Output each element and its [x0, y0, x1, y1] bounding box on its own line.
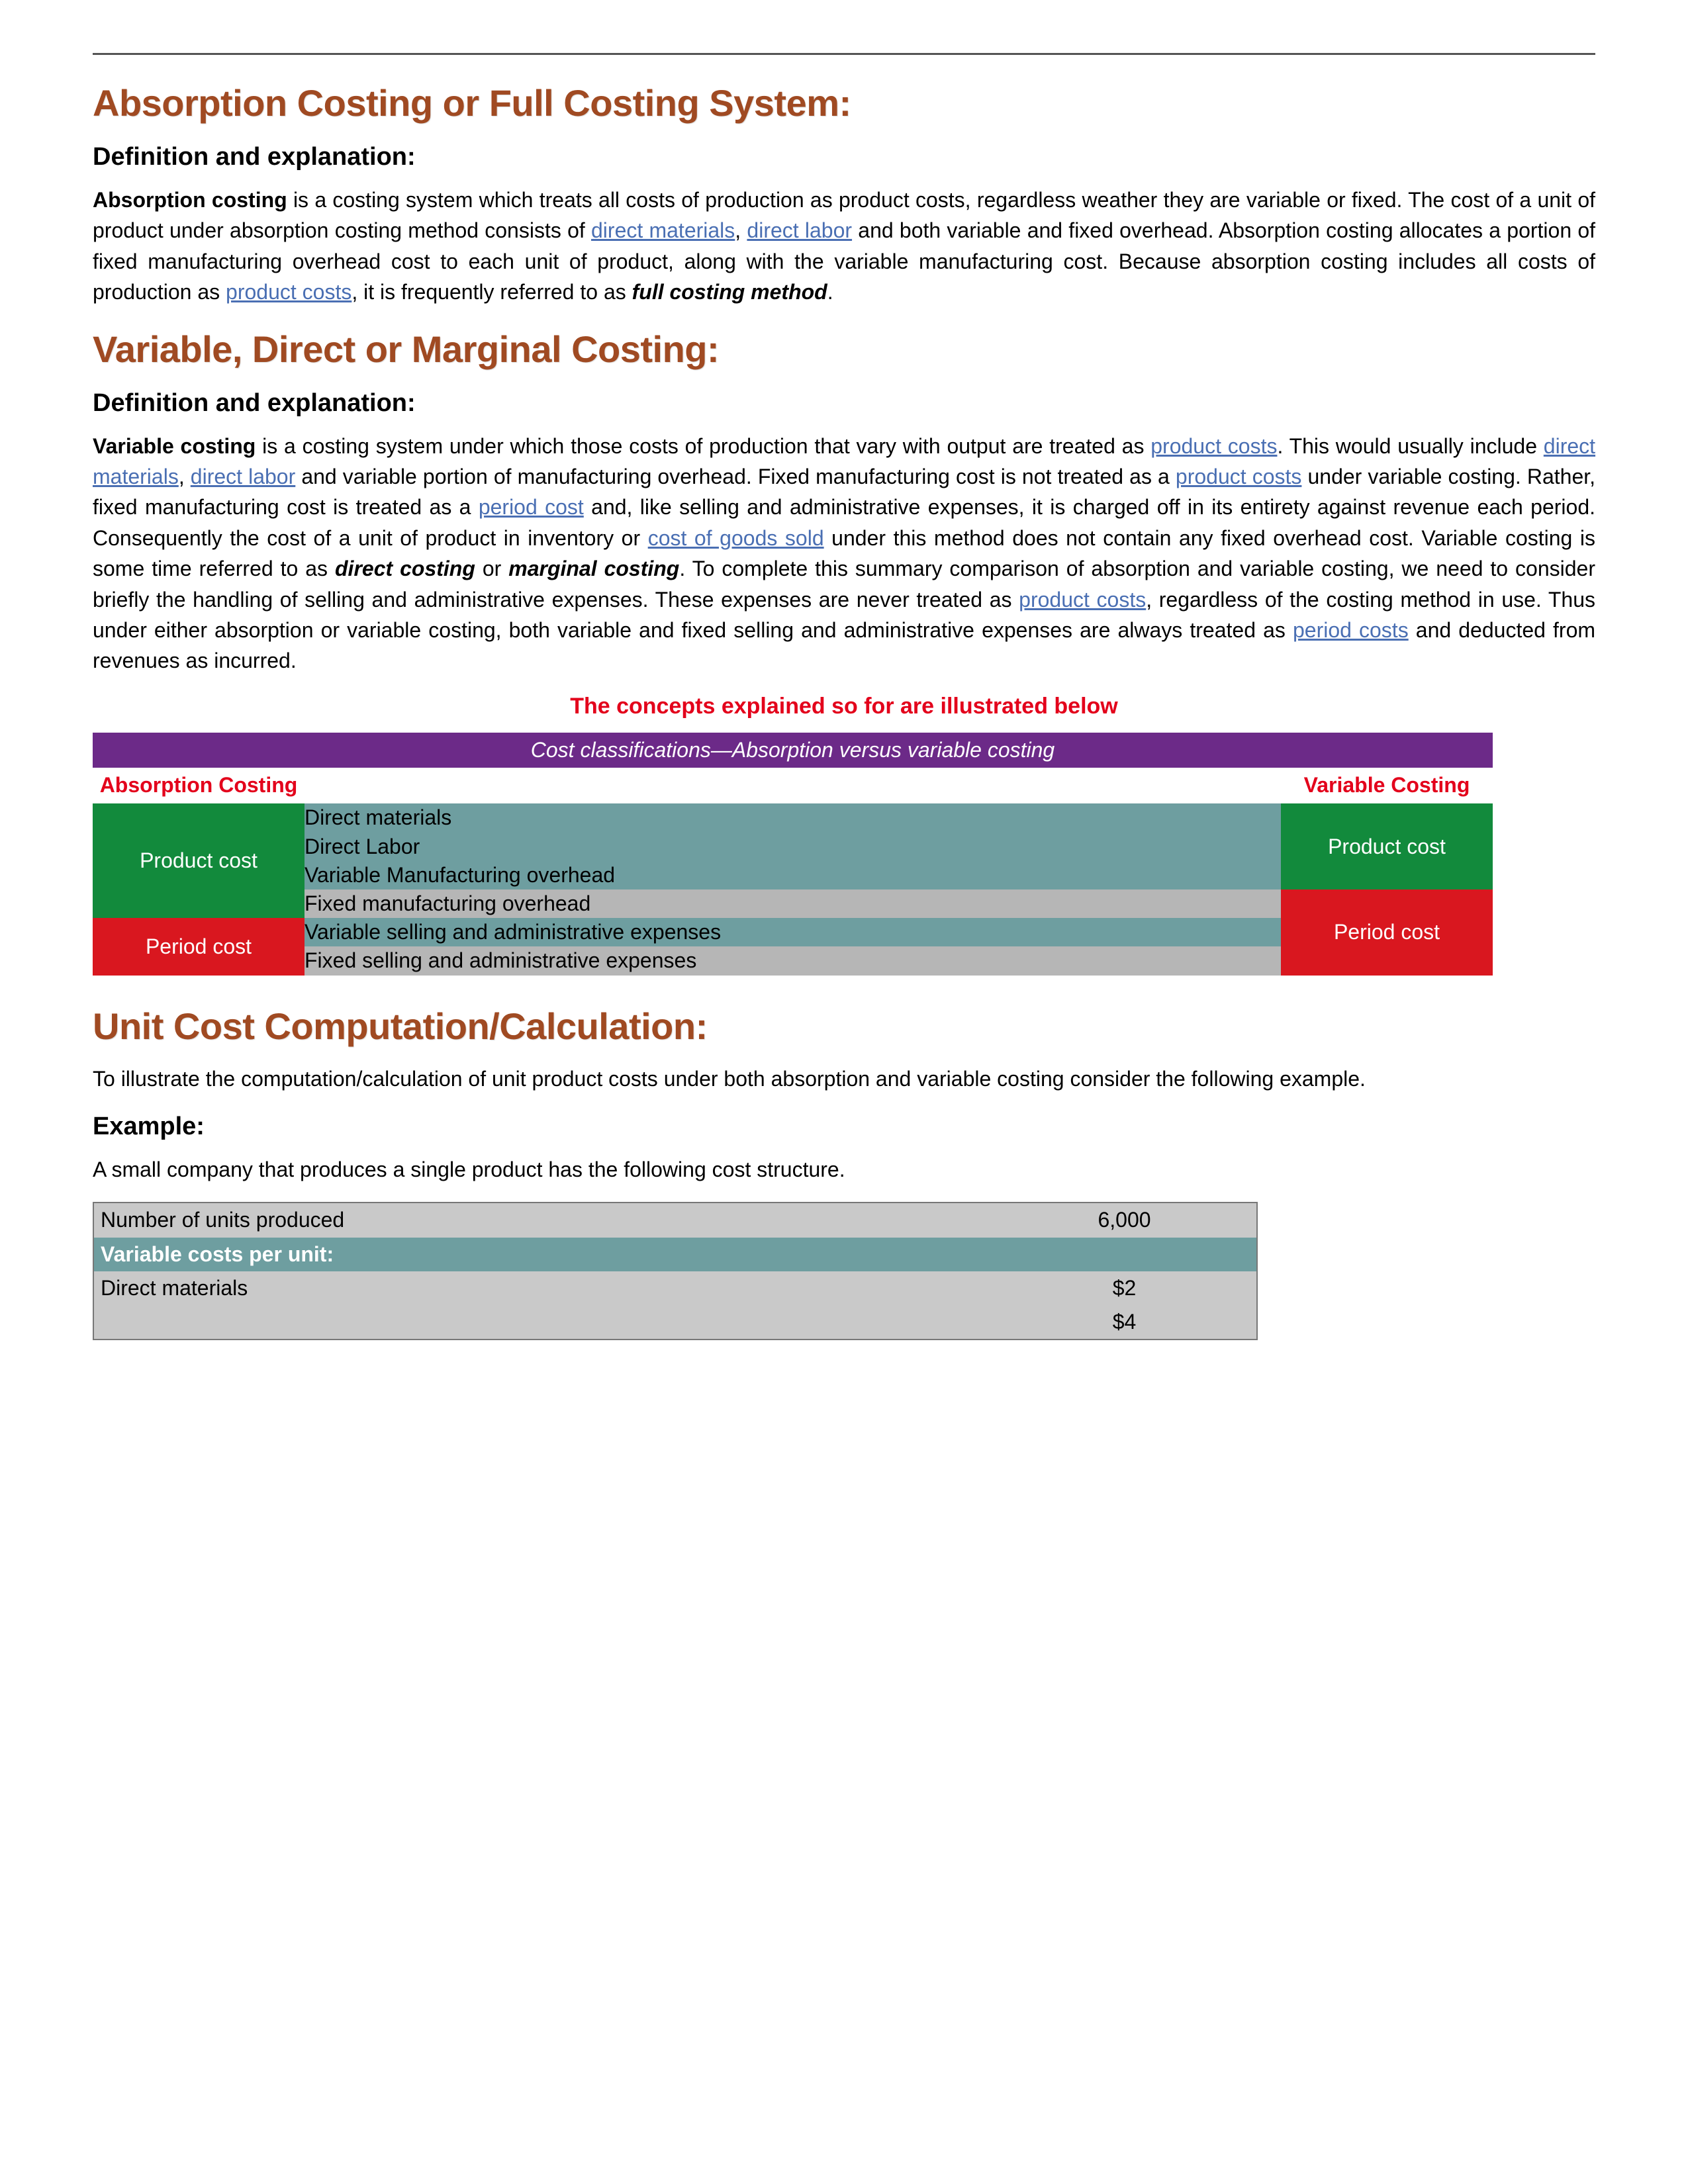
link-product-costs[interactable]: product costs [1019, 588, 1146, 612]
term-absorption-costing: Absorption costing [93, 188, 287, 212]
table-header-row: Cost classifications—Absorption versus v… [93, 733, 1493, 768]
link-cost-of-goods-sold[interactable]: cost of goods sold [648, 526, 824, 550]
table-row: Direct materials $2 [93, 1271, 1257, 1305]
text-segment: , it is frequently referred to as [352, 280, 632, 304]
paragraph-variable-definition: Variable costing is a costing system und… [93, 431, 1595, 676]
link-direct-labor[interactable]: direct labor [191, 465, 295, 488]
text-segment: is a costing system under which those co… [256, 434, 1150, 458]
label-spacer [305, 768, 1281, 804]
cell-absorption-product-cost: Product cost [93, 803, 305, 918]
link-direct-labor[interactable]: direct labor [747, 218, 852, 242]
link-direct-materials[interactable]: direct materials [591, 218, 735, 242]
term-variable-costing: Variable costing [93, 434, 256, 458]
paragraph-example-intro: A small company that produces a single p… [93, 1154, 1595, 1185]
subheading-definition-1: Definition and explanation: [93, 143, 1595, 171]
text-segment: and variable portion of manufacturing ov… [295, 465, 1176, 488]
subheading-example: Example: [93, 1113, 1595, 1141]
link-product-costs[interactable]: product costs [1150, 434, 1277, 458]
cell-units-produced-label: Number of units produced [93, 1203, 992, 1237]
text-segment: , [179, 465, 191, 488]
cell-fixed-manufacturing-overhead: Fixed manufacturing overhead [305, 889, 1281, 918]
text-segment: . This would usually include [1277, 434, 1543, 458]
cell-variable-period-cost: Period cost [1281, 889, 1493, 976]
cell-value-4: $4 [992, 1305, 1257, 1340]
link-product-costs[interactable]: product costs [226, 280, 352, 304]
cell-variable-product-cost: Product cost [1281, 803, 1493, 889]
cell-fixed-selling-admin: Fixed selling and administrative expense… [305, 946, 1281, 975]
table-row: Product cost Direct materials Product co… [93, 803, 1493, 832]
term-direct-costing: direct costing [335, 557, 475, 580]
heading-unit-cost-computation: Unit Cost Computation/Calculation: [93, 1005, 1595, 1048]
cell-direct-labor: Direct Labor [305, 833, 1281, 861]
link-product-costs[interactable]: product costs [1176, 465, 1302, 488]
cost-classification-table: Cost classifications—Absorption versus v… [93, 733, 1493, 976]
term-marginal-costing: marginal costing [508, 557, 679, 580]
example-cost-table: Number of units produced 6,000 Variable … [93, 1202, 1258, 1340]
paragraph-unit-cost-intro: To illustrate the computation/calculatio… [93, 1064, 1595, 1094]
table-row: Variable costs per unit: [93, 1238, 1257, 1271]
cell-empty-label [93, 1305, 992, 1340]
illustration-caption: The concepts explained so for are illust… [93, 694, 1595, 719]
paragraph-absorption-definition: Absorption costing is a costing system w… [93, 185, 1595, 308]
table-label-row: Absorption Costing Variable Costing [93, 768, 1493, 804]
cell-variable-manufacturing-overhead: Variable Manufacturing overhead [305, 861, 1281, 889]
cell-direct-materials: Direct materials [305, 803, 1281, 832]
table-row: Number of units produced 6,000 [93, 1203, 1257, 1237]
link-period-cost[interactable]: period cost [479, 495, 584, 519]
text-segment: , [735, 218, 747, 242]
link-period-costs[interactable]: period costs [1293, 618, 1409, 642]
text-segment: . [827, 280, 833, 304]
term-full-costing-method: full costing method [632, 280, 827, 304]
cell-variable-selling-admin: Variable selling and administrative expe… [305, 918, 1281, 946]
cell-direct-materials-label: Direct materials [93, 1271, 992, 1305]
heading-absorption-costing: Absorption Costing or Full Costing Syste… [93, 81, 1595, 124]
cell-units-produced-value: 6,000 [992, 1203, 1257, 1237]
heading-variable-costing: Variable, Direct or Marginal Costing: [93, 328, 1595, 371]
table-header: Cost classifications—Absorption versus v… [93, 733, 1493, 768]
table-row: $4 [93, 1305, 1257, 1340]
label-absorption-costing: Absorption Costing [93, 768, 305, 804]
cell-direct-materials-value: $2 [992, 1271, 1257, 1305]
top-rule [93, 53, 1595, 55]
cell-variable-costs-header: Variable costs per unit: [93, 1238, 1257, 1271]
text-segment: or [475, 557, 508, 580]
subheading-definition-2: Definition and explanation: [93, 389, 1595, 418]
cell-absorption-period-cost: Period cost [93, 918, 305, 975]
document-page: Absorption Costing or Full Costing Syste… [0, 0, 1688, 1340]
label-variable-costing: Variable Costing [1281, 768, 1493, 804]
